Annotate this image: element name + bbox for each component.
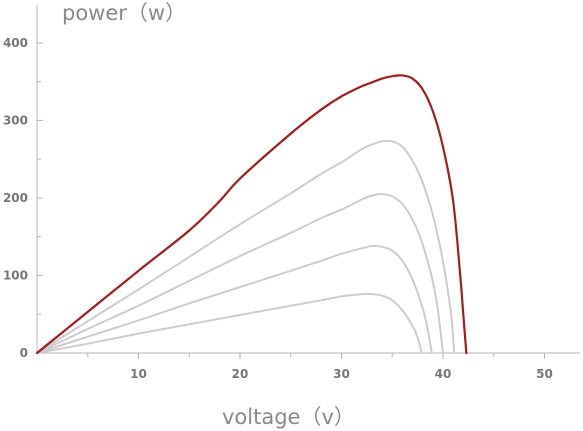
x-tick-label: 30 bbox=[333, 367, 350, 381]
y-tick-label: 200 bbox=[3, 191, 28, 205]
axes bbox=[36, 5, 580, 354]
y-tick-label: 100 bbox=[3, 268, 28, 282]
x-tick-label: 20 bbox=[232, 367, 249, 381]
y-tick-label: 300 bbox=[3, 113, 28, 127]
ticks: 10 20 30 40 50 0 100 200 300 400 bbox=[3, 36, 553, 381]
y-axis-title: power（w） bbox=[62, 1, 186, 25]
series-line bbox=[36, 244, 433, 354]
x-tick-label: 50 bbox=[536, 367, 553, 381]
x-tick-label: 40 bbox=[435, 367, 452, 381]
series-line bbox=[36, 193, 444, 354]
x-tick-label: 10 bbox=[130, 367, 147, 381]
series-group bbox=[35, 74, 468, 355]
series-line-highlight bbox=[35, 74, 468, 355]
series-line bbox=[36, 292, 423, 354]
y-tick-label: 400 bbox=[3, 36, 28, 50]
y-tick-label: 0 bbox=[20, 346, 28, 360]
x-axis-title: voltage（v） bbox=[222, 405, 355, 429]
series-line bbox=[36, 139, 456, 354]
